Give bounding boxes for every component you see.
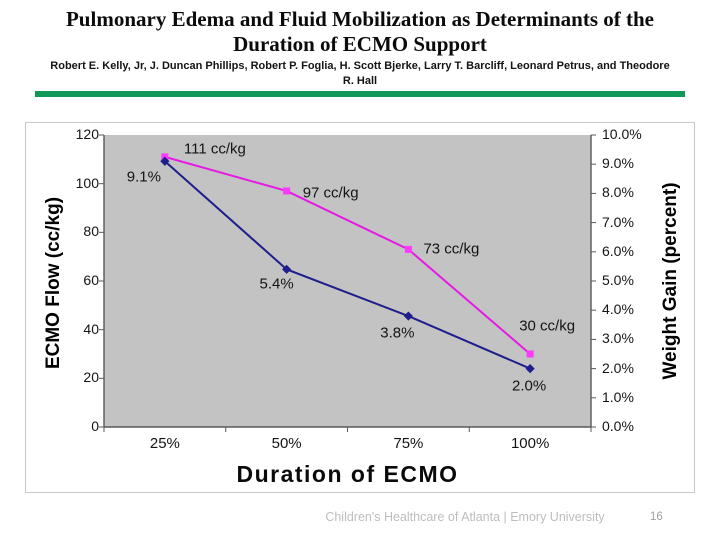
x-axis-tick-label: 75% bbox=[393, 435, 424, 452]
x-axis-title: Duration of ECMO bbox=[236, 461, 459, 487]
series-line-1 bbox=[164, 160, 531, 370]
right-axis-tick-label: 0.0% bbox=[602, 418, 634, 434]
data-point-label: 2.0% bbox=[512, 377, 547, 395]
right-axis-tick-label: 8.0% bbox=[602, 184, 634, 201]
data-point-marker bbox=[160, 156, 170, 166]
left-axis-tick-label: 120 bbox=[75, 126, 99, 142]
data-point-label: 73 cc/kg bbox=[423, 240, 480, 258]
left-axis-tick-label: 100 bbox=[75, 174, 99, 191]
right-axis-tick-label: 6.0% bbox=[602, 242, 634, 259]
x-axis-tick-label: 100% bbox=[510, 435, 550, 452]
right-axis-tick-label: 1.0% bbox=[602, 388, 634, 405]
right-axis-title: Weight Gain (percent) bbox=[660, 182, 681, 380]
plot-area bbox=[104, 135, 591, 427]
footer-text: Children's Healthcare of Atlanta | Emory… bbox=[325, 510, 605, 524]
data-point-marker bbox=[526, 350, 534, 358]
left-axis-tick-label: 0 bbox=[91, 418, 99, 434]
right-axis-tick-label: 2.0% bbox=[602, 359, 634, 376]
data-point-label: 5.4% bbox=[259, 275, 294, 293]
page-number: 16 bbox=[650, 511, 663, 523]
x-axis-tick-label: 50% bbox=[271, 435, 302, 452]
data-point-label: 30 cc/kg bbox=[519, 317, 576, 335]
series-line-0 bbox=[164, 155, 531, 355]
data-point-marker bbox=[283, 187, 291, 195]
right-axis-tick-label: 7.0% bbox=[602, 213, 634, 230]
title-divider-bar bbox=[35, 91, 685, 97]
chart-plot bbox=[99, 134, 596, 432]
right-axis-tick-label: 5.0% bbox=[602, 272, 634, 288]
data-point-marker bbox=[282, 264, 292, 274]
left-axis-tick-label: 80 bbox=[83, 223, 99, 240]
left-axis-tick-label: 20 bbox=[83, 369, 99, 386]
chart-panel: ECMO Flow (cc/kg) Weight Gain (percent) … bbox=[25, 122, 695, 493]
right-axis-tick-label: 9.0% bbox=[602, 155, 634, 172]
data-point-label: 111 cc/kg bbox=[183, 140, 246, 158]
right-axis-tick-label: 3.0% bbox=[602, 330, 634, 347]
x-axis-tick-label: 25% bbox=[149, 435, 180, 452]
slide-title: Pulmonary Edema and Fluid Mobilization a… bbox=[65, 7, 654, 57]
left-axis-tick-label: 40 bbox=[83, 320, 99, 337]
data-point-label: 97 cc/kg bbox=[302, 184, 359, 202]
data-point-label: 3.8% bbox=[380, 324, 415, 342]
slide-authors: Robert E. Kelly, Jr, J. Duncan Phillips,… bbox=[50, 60, 670, 87]
right-axis-tick-label: 10.0% bbox=[602, 126, 642, 142]
data-point-label: 9.1% bbox=[126, 168, 161, 186]
data-point-marker bbox=[404, 245, 412, 253]
right-axis-tick-label: 4.0% bbox=[602, 301, 634, 318]
left-axis-tick-label: 60 bbox=[83, 272, 99, 288]
